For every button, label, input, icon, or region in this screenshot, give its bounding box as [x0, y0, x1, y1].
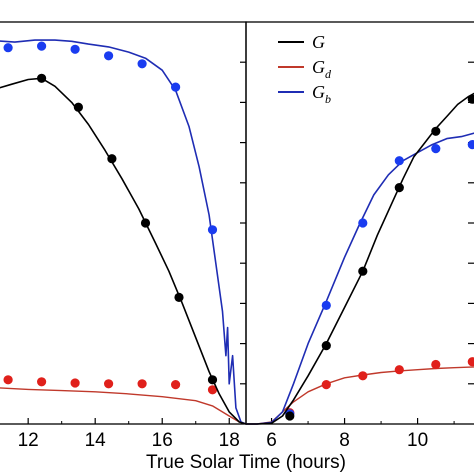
- panel-2: 6 8 10: [245, 21, 474, 451]
- data-point-G: [394, 183, 404, 193]
- data-point-Gd: [467, 357, 474, 367]
- x-tick-label: 6: [266, 430, 277, 451]
- panel-frame: [0, 21, 247, 425]
- data-point-Gb: [171, 82, 181, 92]
- series-line-Gd: [0, 387, 247, 425]
- data-point-Gb: [431, 144, 441, 154]
- data-point-Gd: [37, 377, 47, 387]
- series-line-G: [246, 92, 474, 425]
- panel-frame: [245, 21, 474, 425]
- data-point-Gd: [137, 379, 147, 389]
- data-point-G: [174, 292, 184, 302]
- data-point-Gd: [104, 379, 114, 389]
- x-tick-label: 18: [219, 430, 240, 451]
- data-point-G: [321, 341, 331, 351]
- data-point-G: [207, 375, 218, 385]
- data-point-Gb: [137, 59, 147, 69]
- data-point-Gb: [358, 218, 368, 228]
- data-point-Gb: [321, 300, 331, 310]
- panels-layer: 12 14 16 18 6 8 10: [0, 21, 474, 451]
- x-tick-label: 14: [85, 430, 107, 451]
- x-tick-label: 16: [152, 430, 173, 451]
- x-tick-label: 8: [339, 430, 350, 451]
- legend-label-G: G: [312, 32, 325, 52]
- data-point-Gd: [3, 375, 13, 385]
- panel-1: 12 14 16 18: [0, 21, 247, 451]
- legend-label-Gd: Gd: [312, 57, 332, 81]
- data-point-Gd: [70, 378, 80, 388]
- series-line-G: [0, 77, 247, 425]
- data-point-G: [467, 94, 474, 104]
- data-point-Gb: [467, 140, 474, 150]
- legend-label-Gb: Gb: [312, 82, 331, 106]
- data-point-G: [37, 73, 47, 83]
- data-point-G: [358, 266, 368, 276]
- data-point-G: [107, 154, 117, 164]
- data-point-Gd: [431, 359, 441, 370]
- x-axis-title: True Solar Time (hours): [146, 452, 346, 473]
- data-point-Gd: [358, 371, 368, 381]
- data-point-Gb: [207, 225, 218, 235]
- data-point-Gd: [171, 380, 181, 390]
- data-point-G: [73, 102, 83, 112]
- x-tick-label: 12: [18, 430, 39, 451]
- data-point-Gd: [394, 365, 404, 375]
- data-point-Gb: [70, 44, 80, 54]
- data-point-Gb: [394, 156, 404, 166]
- data-point-Gd: [207, 385, 218, 395]
- data-point-Gb: [37, 41, 47, 51]
- data-point-G: [285, 411, 295, 421]
- series-line-Gb: [0, 39, 247, 425]
- data-point-Gb: [3, 43, 13, 53]
- x-tick-label: 10: [407, 430, 428, 451]
- data-point-G: [431, 126, 441, 136]
- data-point-G: [140, 218, 151, 228]
- data-point-Gb: [104, 51, 114, 61]
- data-point-Gd: [321, 380, 331, 390]
